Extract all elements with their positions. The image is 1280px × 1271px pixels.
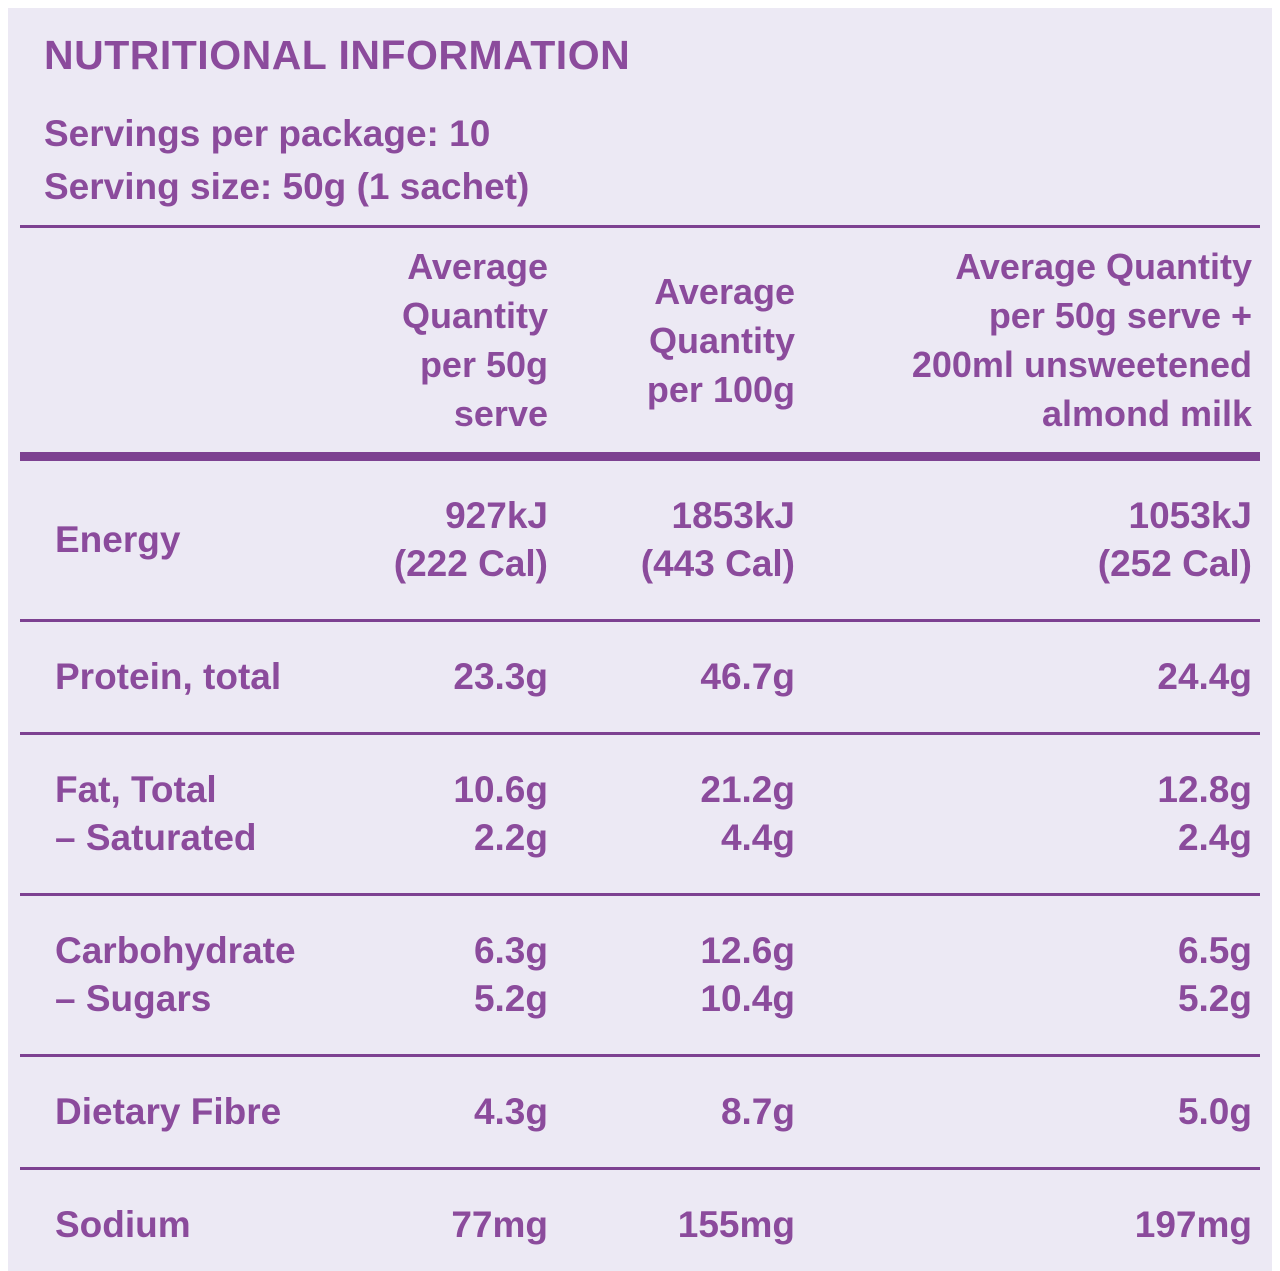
value-almond-milk: 1053kJ (252 Cal) — [1097, 495, 1252, 584]
serving-info: Servings per package: 10 Serving size: 5… — [44, 107, 1260, 213]
value-almond-milk: 12.8g 2.4g — [1157, 769, 1252, 858]
value-per-100g: 8.7g — [720, 1091, 795, 1132]
value-per-100g: 21.2g 4.4g — [700, 769, 795, 858]
nutrient-label: Carbohydrate – Sugars — [55, 930, 296, 1019]
nutrition-panel: NUTRITIONAL INFORMATION Servings per pac… — [8, 8, 1272, 1271]
serving-size: Serving size: 50g (1 sachet) — [44, 166, 530, 207]
nutrient-label: Fat, Total – Saturated — [55, 769, 257, 858]
value-almond-milk: 24.4g — [1157, 656, 1252, 697]
value-almond-milk: 197mg — [1134, 1204, 1252, 1245]
nutrient-label: Protein, total — [55, 656, 282, 697]
value-almond-milk: 6.5g 5.2g — [1177, 930, 1252, 1019]
nutrient-label: Sodium — [55, 1204, 191, 1245]
row-protein-total: Protein, total 23.3g 46.7g 24.4g — [20, 622, 1260, 735]
row-fat-total: Fat, Total – Saturated 10.6g 2.2g 21.2g 4.4g 1… — [20, 735, 1260, 896]
column-header-per-50g-serve: Average Quantity per 50g serve — [401, 246, 548, 434]
column-header-per-100g: Average Quantity per 100g — [646, 270, 795, 410]
table-header-row: Average Quantity per 50g serve Average Q… — [20, 225, 1260, 461]
row-sodium: Sodium 77mg 155mg 197mg — [20, 1170, 1260, 1271]
servings-per-package: Servings per package: 10 — [44, 113, 491, 154]
table-body: Energy 927kJ (222 Cal) 1853kJ (443 Cal) 1053k… — [20, 461, 1260, 1271]
value-per-100g: 1853kJ (443 Cal) — [640, 495, 795, 584]
value-per-50g-serve: 927kJ (222 Cal) — [393, 495, 548, 584]
nutrient-label: Energy — [55, 519, 181, 560]
value-per-50g-serve: 23.3g — [453, 656, 548, 697]
value-almond-milk: 5.0g — [1177, 1091, 1252, 1132]
nutrient-label: Dietary Fibre — [55, 1091, 282, 1132]
value-per-50g-serve: 10.6g 2.2g — [453, 769, 548, 858]
panel-title: NUTRITIONAL INFORMATION — [44, 32, 631, 78]
row-energy: Energy 927kJ (222 Cal) 1853kJ (443 Cal) 1053k… — [20, 461, 1260, 622]
row-carbohydrate: Carbohydrate – Sugars 6.3g 5.2g 12.6g 10.4g 6.… — [20, 896, 1260, 1057]
value-per-50g-serve: 77mg — [451, 1204, 548, 1245]
value-per-100g: 155mg — [677, 1204, 795, 1245]
row-dietary-fibre: Dietary Fibre 4.3g 8.7g 5.0g — [20, 1057, 1260, 1170]
nutrition-table: Average Quantity per 50g serve Average Q… — [20, 225, 1260, 1271]
value-per-50g-serve: 6.3g 5.2g — [473, 930, 548, 1019]
column-header-almond-milk: Average Quantity per 50g serve + 200ml u… — [911, 246, 1252, 434]
value-per-100g: 46.7g — [700, 656, 795, 697]
value-per-50g-serve: 4.3g — [473, 1091, 548, 1132]
value-per-100g: 12.6g 10.4g — [700, 930, 795, 1019]
